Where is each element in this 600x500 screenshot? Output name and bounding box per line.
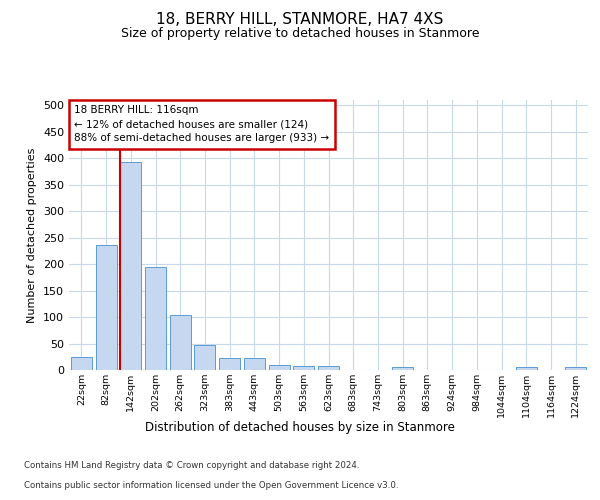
Bar — [269, 364, 290, 370]
Bar — [170, 315, 191, 370]
Bar — [71, 357, 92, 370]
Text: Contains public sector information licensed under the Open Government Licence v3: Contains public sector information licen… — [24, 481, 398, 490]
Text: 18 BERRY HILL: 116sqm
← 12% of detached houses are smaller (124)
88% of semi-det: 18 BERRY HILL: 116sqm ← 12% of detached … — [74, 106, 329, 144]
Bar — [516, 368, 537, 370]
Bar — [392, 368, 413, 370]
Bar — [120, 162, 141, 370]
Bar — [318, 366, 339, 370]
Text: Size of property relative to detached houses in Stanmore: Size of property relative to detached ho… — [121, 28, 479, 40]
Text: Contains HM Land Registry data © Crown copyright and database right 2024.: Contains HM Land Registry data © Crown c… — [24, 461, 359, 470]
Bar — [194, 345, 215, 370]
Bar — [244, 358, 265, 370]
Text: Distribution of detached houses by size in Stanmore: Distribution of detached houses by size … — [145, 421, 455, 434]
Text: 18, BERRY HILL, STANMORE, HA7 4XS: 18, BERRY HILL, STANMORE, HA7 4XS — [157, 12, 443, 28]
Y-axis label: Number of detached properties: Number of detached properties — [28, 148, 37, 322]
Bar — [219, 358, 240, 370]
Bar — [145, 267, 166, 370]
Bar — [565, 368, 586, 370]
Bar — [293, 366, 314, 370]
Bar — [95, 245, 116, 370]
